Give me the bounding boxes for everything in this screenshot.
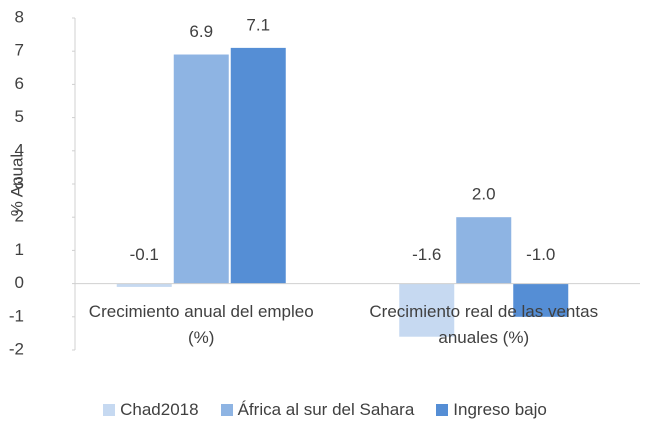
data-label: 7.1 [246, 15, 270, 34]
legend-swatch [103, 404, 116, 416]
x-tick-label: Crecimiento anual del empleo (%) [88, 301, 314, 347]
legend-item: Chad2018 [103, 400, 199, 420]
legend-swatch [220, 404, 233, 416]
y-tick-label: 8 [15, 7, 24, 26]
x-tick-label: Crecimiento real de las ventas anuales (… [369, 301, 599, 347]
bar [399, 283, 455, 337]
legend-label: Ingreso bajo [453, 400, 547, 419]
data-label: -0.1 [130, 245, 159, 264]
y-tick-label: 5 [15, 107, 24, 126]
legend-item: Ingreso bajo [436, 400, 547, 420]
y-tick-label: 3 [15, 173, 24, 192]
legend-swatch [436, 404, 449, 416]
y-tick-label: 0 [15, 273, 24, 292]
bar [513, 283, 569, 317]
data-label: 6.9 [189, 22, 213, 41]
y-tick-label: 4 [15, 140, 24, 159]
bar [230, 47, 286, 284]
legend-item: África al sur del Sahara [220, 400, 415, 420]
data-label: 2.0 [472, 185, 496, 204]
y-tick-label: -1 [9, 306, 24, 325]
legend: Chad2018 África al sur del Sahara Ingreso … [0, 400, 650, 420]
y-tick-label: 7 [15, 41, 24, 60]
bar [116, 283, 172, 287]
bar [173, 54, 229, 284]
bar [456, 217, 512, 284]
y-tick-label: 6 [15, 74, 24, 93]
legend-label: Chad2018 [120, 400, 199, 419]
legend-label: África al sur del Sahara [237, 400, 415, 419]
y-axis-label: % Anual [7, 154, 26, 216]
data-label: -1.6 [412, 245, 441, 264]
y-tick-label: -2 [9, 339, 24, 358]
data-label: -1.0 [526, 245, 555, 264]
y-tick-label: 2 [15, 207, 24, 226]
y-tick-label: 1 [15, 240, 24, 259]
